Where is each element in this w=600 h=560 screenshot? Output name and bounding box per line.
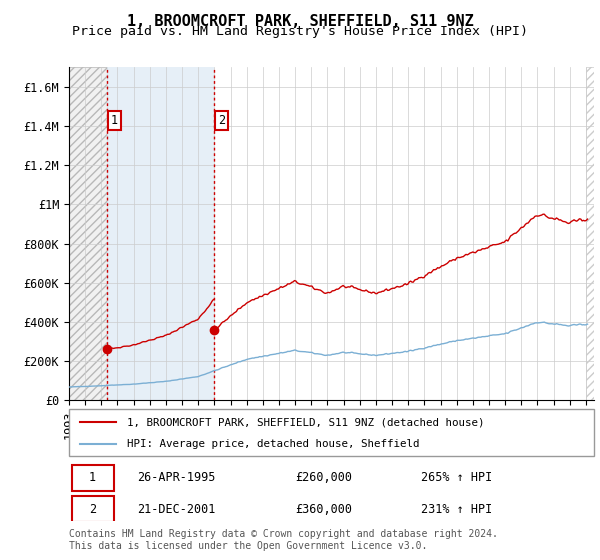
Text: Contains HM Land Registry data © Crown copyright and database right 2024.
This d: Contains HM Land Registry data © Crown c…: [69, 529, 498, 551]
FancyBboxPatch shape: [69, 409, 594, 456]
Text: 26-APR-1995: 26-APR-1995: [137, 472, 215, 484]
Text: £260,000: £260,000: [295, 472, 352, 484]
Bar: [107, 67, 214, 400]
FancyBboxPatch shape: [71, 465, 113, 491]
Text: Price paid vs. HM Land Registry's House Price Index (HPI): Price paid vs. HM Land Registry's House …: [72, 25, 528, 38]
Bar: [69, 67, 107, 400]
Text: 1, BROOMCROFT PARK, SHEFFIELD, S11 9NZ (detached house): 1, BROOMCROFT PARK, SHEFFIELD, S11 9NZ (…: [127, 417, 484, 427]
Text: 1: 1: [110, 114, 118, 127]
Text: 21-DEC-2001: 21-DEC-2001: [137, 502, 215, 516]
Bar: [69, 67, 107, 400]
Text: £360,000: £360,000: [295, 502, 352, 516]
FancyBboxPatch shape: [71, 496, 113, 522]
Bar: [586, 67, 594, 400]
Text: HPI: Average price, detached house, Sheffield: HPI: Average price, detached house, Shef…: [127, 439, 419, 449]
Text: 1: 1: [89, 472, 96, 484]
Text: 265% ↑ HPI: 265% ↑ HPI: [421, 472, 492, 484]
Text: 2: 2: [89, 502, 96, 516]
Text: 2: 2: [218, 114, 225, 127]
Text: 231% ↑ HPI: 231% ↑ HPI: [421, 502, 492, 516]
Text: 1, BROOMCROFT PARK, SHEFFIELD, S11 9NZ: 1, BROOMCROFT PARK, SHEFFIELD, S11 9NZ: [127, 14, 473, 29]
